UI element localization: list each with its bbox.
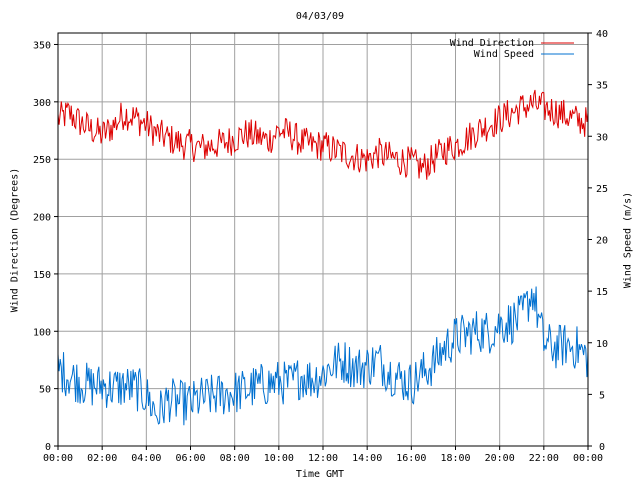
- x-tick-label: 00:00: [573, 453, 603, 464]
- ticks: [54, 32, 592, 450]
- legend: Wind Direction Wind Speed: [450, 38, 574, 60]
- x-tick-label: 12:00: [308, 453, 338, 464]
- y-left-tick-label: 350: [33, 40, 51, 51]
- x-tick-label: 14:00: [352, 453, 382, 464]
- x-tick-label: 06:00: [175, 453, 205, 464]
- x-tick-label: 02:00: [87, 453, 117, 464]
- y-left-tick-label: 0: [45, 442, 51, 453]
- y-right-tick-label: 15: [596, 287, 608, 298]
- y-left-tick-label: 200: [33, 213, 51, 224]
- y-right-tick-label: 30: [596, 132, 608, 143]
- x-tick-label: 08:00: [220, 453, 250, 464]
- y-left-tick-label: 100: [33, 327, 51, 338]
- x-tick-label: 22:00: [529, 453, 559, 464]
- x-tick-label: 20:00: [485, 453, 515, 464]
- series-line-wind-speed: [57, 286, 589, 426]
- grid: [57, 33, 589, 447]
- y-right-tick-label: 35: [596, 81, 608, 92]
- y-right-tick-label: 40: [596, 29, 608, 40]
- series-layer: [57, 89, 589, 426]
- legend-label-wind-direction: Wind Direction: [450, 38, 534, 49]
- x-axis-label: Time GMT: [296, 469, 344, 480]
- y-right-tick-label: 0: [599, 442, 605, 453]
- x-tick-label: 10:00: [264, 453, 294, 464]
- y-axis-left-label: Wind Direction (Degrees): [10, 168, 21, 313]
- legend-label-wind-speed: Wind Speed: [474, 49, 534, 60]
- x-tick-label: 16:00: [396, 453, 426, 464]
- y-axis-right-label: Wind Speed (m/s): [623, 192, 634, 288]
- tick-labels: 00:00 02:00 04:00 06:00 08:00 10:00 12:00 14:00…: [33, 29, 608, 464]
- x-tick-label: 04:00: [131, 453, 161, 464]
- y-right-tick-label: 25: [596, 184, 608, 195]
- x-tick-label: 00:00: [43, 453, 73, 464]
- y-left-tick-label: 250: [33, 155, 51, 166]
- y-left-tick-label: 300: [33, 98, 51, 109]
- x-tick-label: 18:00: [440, 453, 470, 464]
- y-left-tick-label: 50: [39, 385, 51, 396]
- y-right-tick-label: 5: [599, 390, 605, 401]
- y-right-tick-label: 20: [596, 236, 608, 247]
- y-left-tick-label: 150: [33, 270, 51, 281]
- series-line-wind-direction: [57, 89, 589, 180]
- chart-title: 04/03/09: [296, 11, 344, 22]
- y-right-tick-label: 10: [596, 339, 608, 350]
